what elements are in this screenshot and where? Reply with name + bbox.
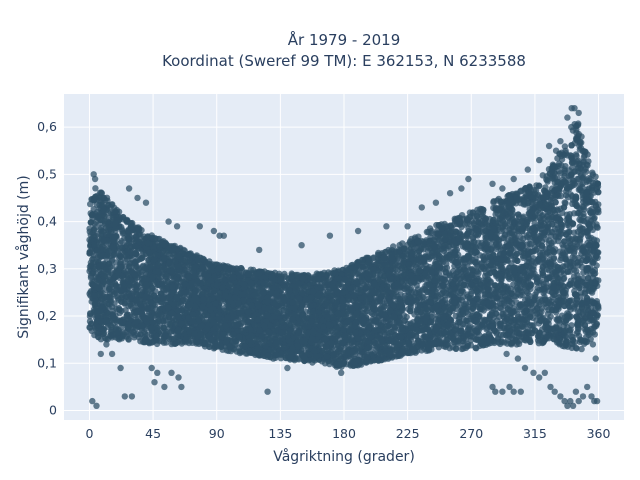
data-point: [399, 240, 406, 247]
data-point: [573, 345, 580, 352]
data-point: [122, 307, 129, 314]
data-point: [119, 228, 126, 235]
data-point: [462, 344, 470, 352]
data-point: [568, 123, 575, 131]
chart-subtitle: Koordinat (Sweref 99 TM): E 362153, N 62…: [162, 52, 526, 70]
data-points: [86, 105, 602, 409]
data-point: [461, 266, 468, 274]
chart-title: År 1979 - 2019: [288, 30, 401, 49]
data-point: [570, 229, 578, 236]
data-point: [490, 204, 497, 212]
data-point: [390, 243, 397, 250]
data-point: [554, 175, 561, 182]
data-point: [560, 274, 568, 282]
data-point: [375, 249, 382, 257]
data-point: [573, 152, 580, 160]
